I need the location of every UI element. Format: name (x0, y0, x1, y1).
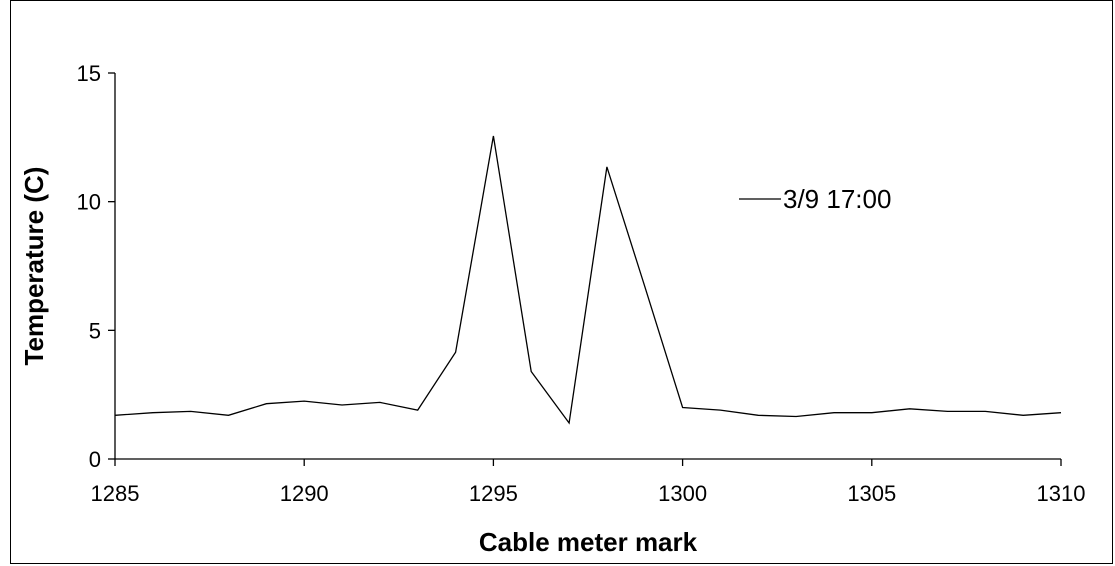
line-chart: 0 5 10 15 1285 1290 1295 1300 1305 1310 Temperat… (19, 61, 1086, 557)
y-axis-title: Temperature (C) (19, 167, 49, 366)
series-line-0 (114, 135, 1062, 425)
x-tick-label: 1285 (91, 481, 140, 506)
axes (114, 73, 1061, 460)
x-tick-label: 1310 (1037, 481, 1086, 506)
x-tick-label: 1300 (658, 481, 707, 506)
chart-frame: 0 5 10 15 1285 1290 1295 1300 1305 1310 Temperat… (10, 0, 1113, 564)
x-axis-title: Cable meter mark (479, 527, 698, 557)
y-ticks: 0 5 10 15 (77, 61, 115, 472)
x-ticks: 1285 1290 1295 1300 1305 1310 (91, 459, 1086, 506)
y-tick-label: 5 (89, 318, 101, 343)
x-tick-label: 1305 (847, 481, 896, 506)
y-tick-label: 15 (77, 61, 101, 86)
legend: 3/9 17:00 (739, 184, 891, 214)
x-tick-label: 1290 (280, 481, 329, 506)
plot-lines (114, 135, 1062, 425)
y-tick-label: 0 (89, 447, 101, 472)
y-tick-label: 10 (77, 190, 101, 215)
x-tick-label: 1295 (469, 481, 518, 506)
legend-label: 3/9 17:00 (783, 184, 891, 214)
